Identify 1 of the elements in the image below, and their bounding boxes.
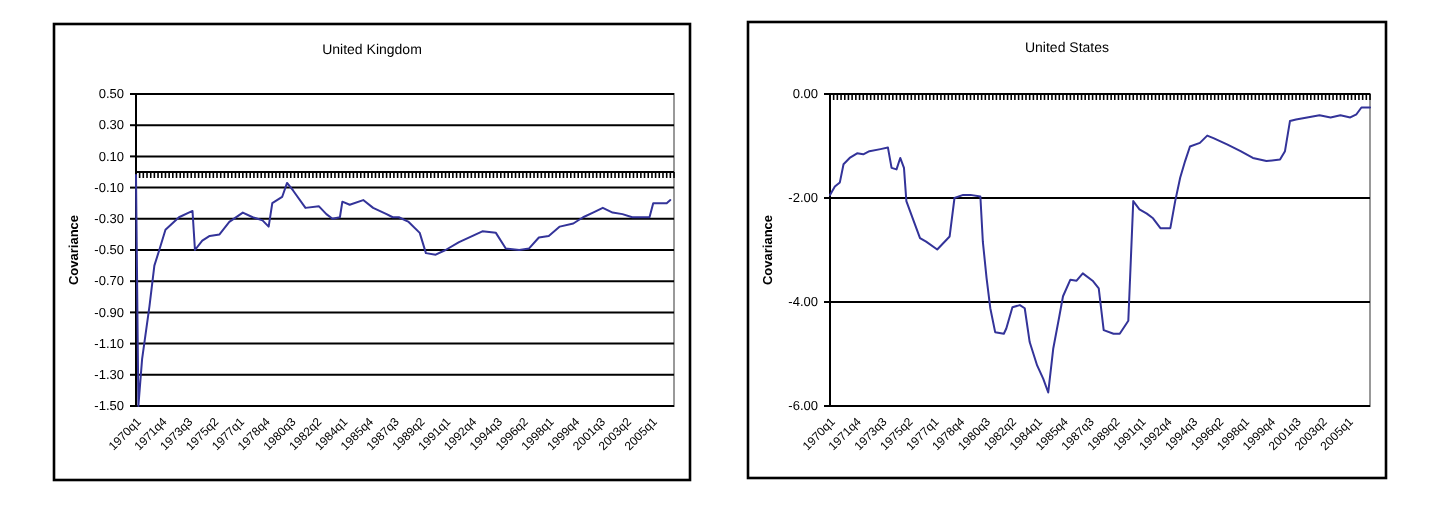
line-series: [829, 106, 1371, 394]
